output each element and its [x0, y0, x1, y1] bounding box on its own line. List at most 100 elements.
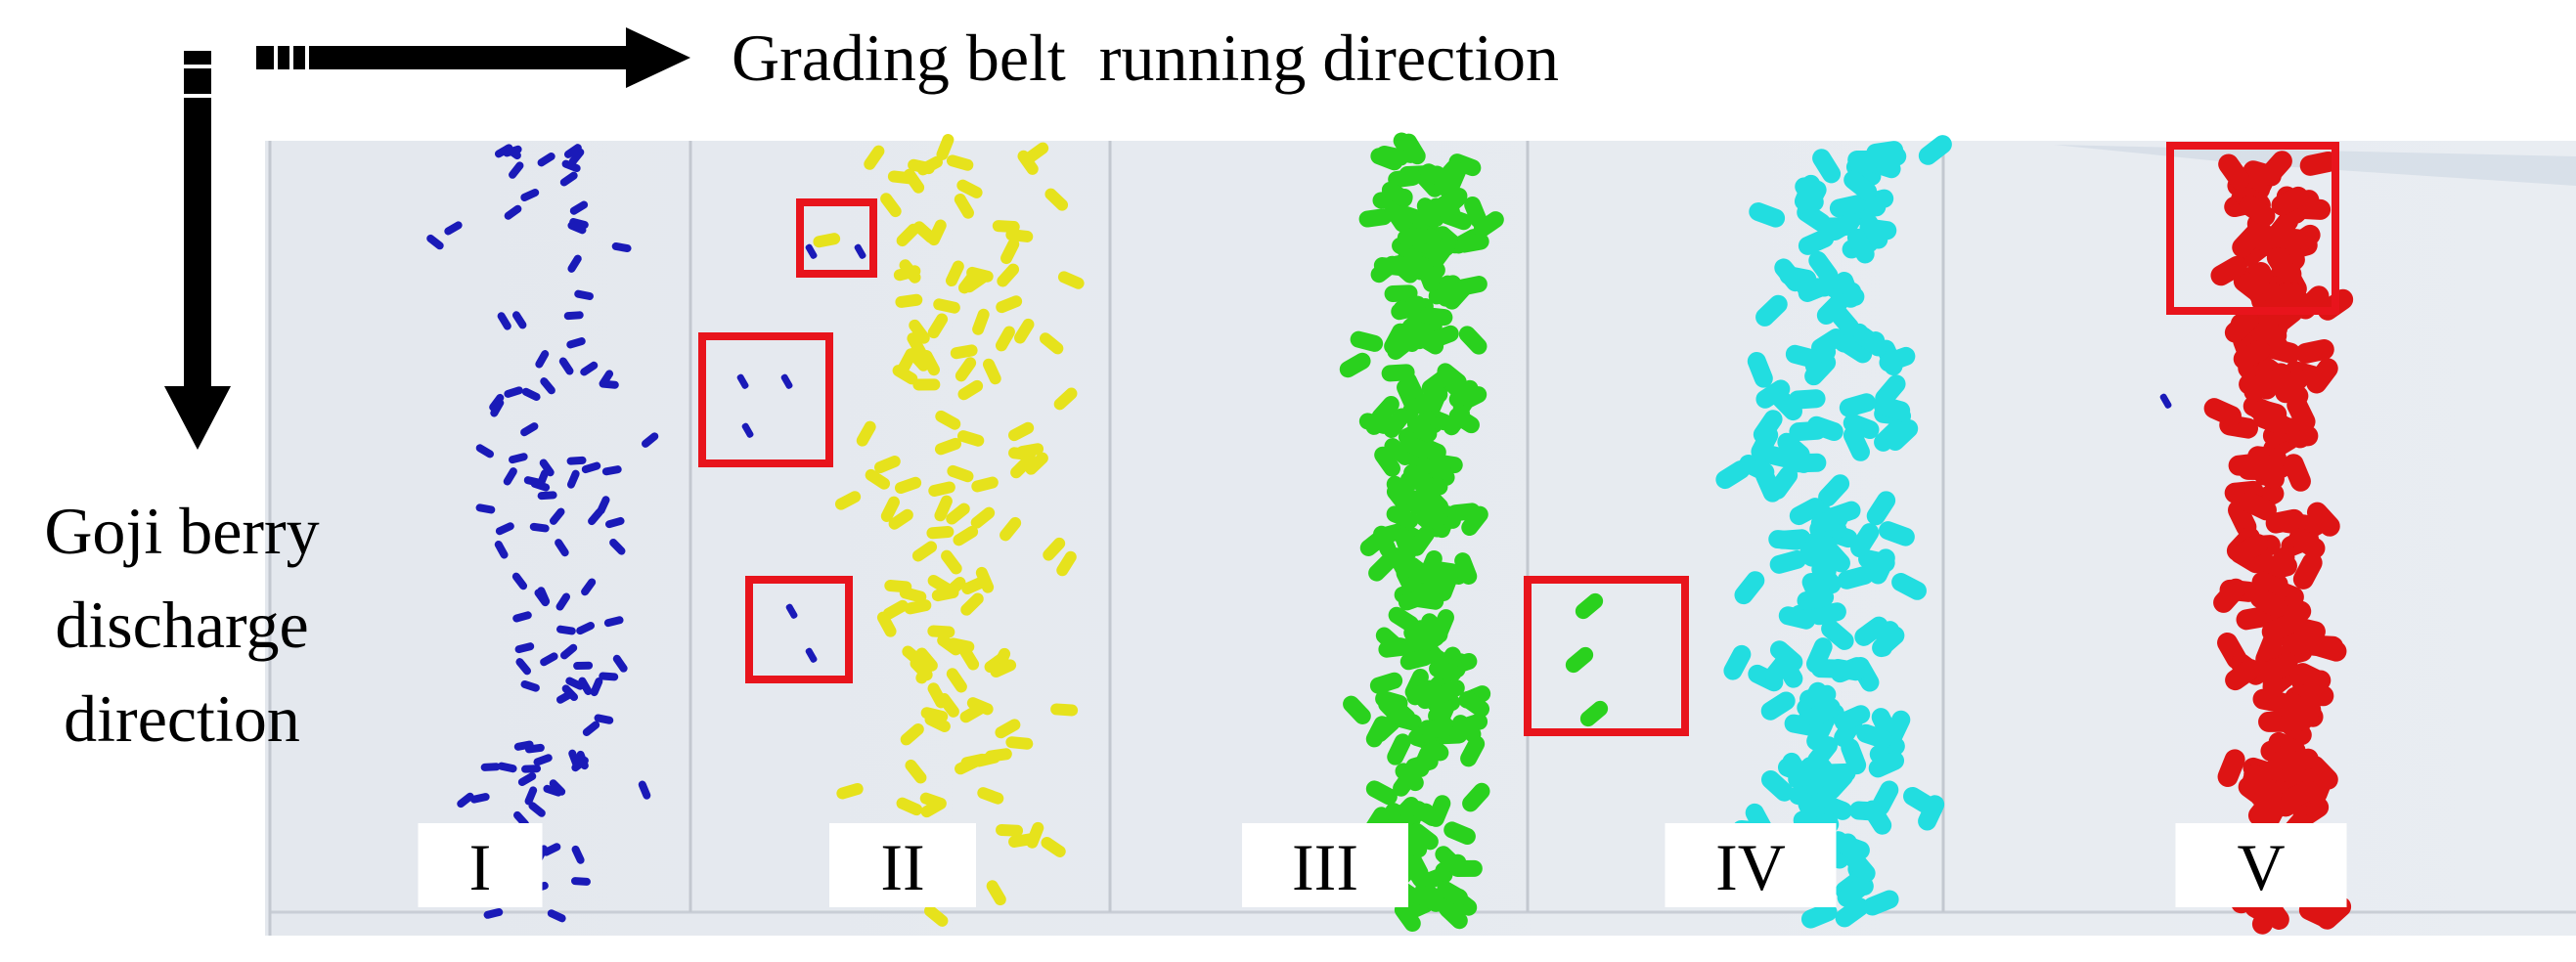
- berry: [946, 154, 974, 171]
- side-label: direction: [64, 681, 300, 756]
- berry: [1862, 800, 1892, 835]
- lane-label: III: [1292, 830, 1358, 904]
- berry: [504, 386, 523, 398]
- berry: [555, 539, 569, 557]
- berry: [1343, 695, 1371, 724]
- lane-dividers: [268, 141, 1945, 936]
- berry: [904, 599, 932, 615]
- berry: [902, 645, 926, 668]
- berry: [1821, 619, 1854, 650]
- berry: [2243, 769, 2272, 808]
- side-label: discharge: [55, 588, 308, 662]
- berry: [1394, 901, 1421, 932]
- berry: [521, 387, 541, 402]
- berry: [1805, 637, 1833, 674]
- berry: [897, 348, 917, 374]
- berry: [1774, 258, 1805, 292]
- berry: [936, 134, 955, 160]
- berry: [920, 350, 941, 376]
- berry: [530, 479, 551, 492]
- berry: [1393, 765, 1420, 797]
- berry: [864, 145, 885, 170]
- berry: [2292, 663, 2331, 692]
- berry: [1850, 523, 1880, 558]
- berry: [559, 643, 578, 660]
- berry: [566, 456, 587, 465]
- berry: [469, 793, 490, 804]
- berry: [1376, 145, 1409, 166]
- berry: [1005, 229, 1034, 242]
- berry: [1565, 646, 1594, 674]
- berry: [995, 326, 1015, 352]
- berry: [1339, 352, 1371, 378]
- berry: [955, 756, 981, 775]
- berry: [1384, 438, 1414, 465]
- berry: [950, 344, 978, 360]
- berry: [578, 677, 593, 695]
- berry: [2283, 692, 2310, 731]
- berry: [947, 464, 974, 483]
- berry: [1918, 135, 1952, 165]
- berry: [580, 361, 599, 376]
- lane-label: I: [469, 830, 492, 904]
- berry: [1388, 547, 1413, 580]
- berry: [517, 772, 537, 786]
- berry: [514, 642, 535, 654]
- berry: [2224, 309, 2259, 343]
- berry: [909, 319, 930, 344]
- berry: [1871, 708, 1899, 744]
- berry: [1760, 691, 1796, 721]
- berry: [1014, 318, 1035, 344]
- berry: [490, 399, 505, 417]
- berry: [903, 168, 925, 194]
- berry: [1918, 795, 1945, 831]
- berry: [938, 692, 959, 718]
- berry: [1403, 624, 1429, 656]
- berry: [813, 233, 841, 248]
- berry: [1388, 168, 1422, 189]
- berry: [915, 647, 938, 672]
- berry: [2306, 502, 2340, 537]
- berry: [935, 410, 961, 430]
- berry: [1829, 195, 1867, 218]
- berry: [2218, 153, 2250, 190]
- berry: [444, 221, 463, 236]
- lane-labels: I II III IV V: [418, 823, 2347, 907]
- berry: [956, 179, 983, 198]
- berry: [1428, 275, 1456, 305]
- berry: [1409, 801, 1442, 826]
- berry: [1451, 715, 1482, 743]
- berry: [1886, 418, 1919, 451]
- berry: [2213, 578, 2246, 613]
- berry: [568, 148, 585, 166]
- berry: [1837, 565, 1875, 590]
- berry: [1039, 332, 1064, 355]
- berry: [741, 422, 754, 438]
- berry: [924, 713, 951, 732]
- berry: [1370, 255, 1400, 284]
- berry: [1443, 821, 1476, 845]
- berry: [543, 784, 562, 797]
- berry: [1383, 408, 1410, 438]
- berry: [1386, 505, 1419, 529]
- berry: [1854, 616, 1888, 646]
- lane-label-box: [1242, 823, 1408, 907]
- berry: [1801, 573, 1829, 609]
- berry: [982, 358, 1001, 385]
- berry: [1406, 415, 1438, 443]
- berry: [996, 823, 1024, 837]
- berry: [511, 311, 527, 329]
- lane-label: IV: [1715, 830, 1786, 904]
- berry: [946, 503, 970, 525]
- berry: [894, 476, 922, 495]
- berry: [999, 516, 1022, 542]
- berry: [1796, 278, 1834, 297]
- berry: [1808, 250, 1839, 285]
- berry: [512, 611, 532, 623]
- berry: [1800, 902, 1838, 929]
- berry: [2295, 338, 2334, 364]
- berry: [972, 308, 990, 335]
- highlight-boxes: [698, 142, 2339, 736]
- berry: [1458, 326, 1488, 355]
